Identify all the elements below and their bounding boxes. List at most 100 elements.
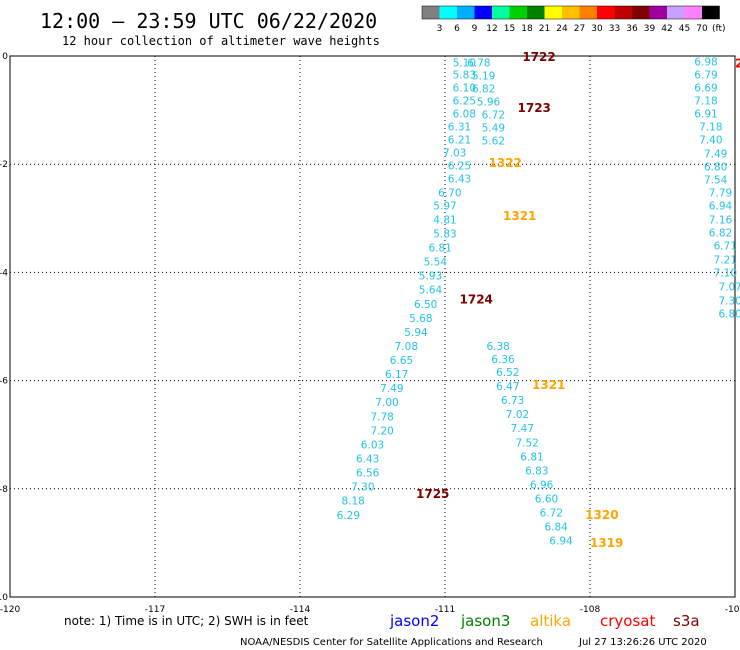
- legend-swatch: [562, 6, 580, 19]
- swh-value-label: 5.54: [424, 257, 448, 269]
- swh-value-label: 8.18: [341, 496, 364, 508]
- swh-value-label: 7.78: [370, 411, 393, 423]
- swh-value-label: 7.18: [699, 121, 722, 133]
- swh-value-label: 6.73: [501, 395, 524, 407]
- legend-value: 3: [437, 24, 443, 34]
- data-points: 5.105.836.106.256.086.316.217.036.256.43…: [337, 56, 740, 547]
- swh-value-label: 6.43: [448, 173, 471, 185]
- swh-value-label: 7.08: [395, 341, 418, 353]
- x-tick-label: -111: [435, 605, 455, 615]
- swh-value-label: 6.71: [714, 240, 737, 252]
- swh-value-label: 6.96: [530, 479, 554, 491]
- time-annotation: 20: [735, 57, 740, 71]
- satellite-label-altika: altika: [530, 612, 571, 630]
- swh-value-label: 5.93: [419, 271, 442, 283]
- swh-value-label: 7.07: [718, 281, 740, 293]
- legend-swatch: [527, 6, 545, 19]
- swh-value-label: 6.78: [467, 57, 490, 69]
- x-tick-label: -117: [145, 605, 165, 615]
- swh-value-label: 6.81: [428, 243, 451, 255]
- swh-value-label: 6.70: [438, 187, 461, 199]
- swh-value-label: 6.17: [385, 369, 408, 381]
- legend-value: 42: [661, 24, 672, 34]
- swh-value-label: 6.65: [390, 355, 413, 367]
- swh-value-label: 5.94: [404, 327, 428, 339]
- legend-value: 9: [472, 24, 478, 34]
- swh-value-label: 5.96: [477, 96, 501, 108]
- time-annotation: 1320: [585, 508, 618, 522]
- chart-subtitle: 12 hour collection of altimeter wave hei…: [62, 34, 380, 48]
- time-annotation: 1725: [416, 487, 449, 501]
- swh-value-label: 6.47: [496, 381, 519, 393]
- legend-value: 24: [556, 24, 568, 34]
- swh-value-label: 6.82: [709, 227, 732, 239]
- time-annotation: 1322: [489, 156, 522, 170]
- swh-value-label: 5.68: [409, 313, 432, 325]
- legend-swatch: [702, 6, 720, 19]
- legend-value: 27: [574, 24, 585, 34]
- swh-value-label: 6.72: [540, 508, 563, 520]
- legend-swatch: [632, 6, 650, 19]
- legend-swatch: [422, 6, 440, 19]
- swh-value-label: 7.16: [709, 214, 733, 226]
- swh-value-label: 7.21: [714, 254, 737, 266]
- legend-swatch: [614, 6, 632, 19]
- swh-value-label: 6.36: [491, 354, 515, 366]
- legend-value: 30: [591, 24, 603, 34]
- time-annotation: 1723: [518, 101, 551, 115]
- swh-value-label: 7.49: [704, 148, 727, 160]
- swh-value-label: 6.60: [535, 494, 558, 506]
- time-annotation: 1724: [460, 292, 493, 306]
- swh-value-label: 6.83: [525, 465, 548, 477]
- legend-value: 18: [521, 24, 533, 34]
- swh-value-label: 6.91: [694, 108, 717, 120]
- swh-value-label: 6.98: [694, 56, 717, 68]
- legend-value: 6: [454, 24, 460, 34]
- swh-value-label: 5.19: [472, 70, 495, 82]
- swh-value-label: 7.18: [694, 95, 717, 107]
- annotations: 1722 1723 1322 1321 1724 1321 1725 1320 1319 20: [416, 50, 740, 550]
- y-tick-label: -8: [0, 485, 8, 495]
- satellite-label-jason2: jason2: [389, 612, 439, 630]
- legend-swatch: [684, 6, 702, 19]
- swh-value-label: 5.83: [453, 69, 476, 81]
- legend-swatch: [649, 6, 667, 19]
- legend-value: 70: [696, 24, 708, 34]
- swh-value-label: 7.03: [443, 147, 466, 159]
- legend-value: 33: [609, 24, 620, 34]
- swh-value-label: 6.10: [453, 82, 476, 94]
- legend-value: 21: [539, 24, 550, 34]
- swh-value-label: 6.56: [356, 468, 380, 480]
- swh-value-label: 6.82: [472, 83, 495, 95]
- color-legend: 3 6 9 12 15 18 21 24 27 30 33 36 39 42 45 70 (ft): [421, 5, 726, 34]
- swh-value-label: 7.40: [699, 134, 722, 146]
- y-tick-label: 0: [2, 52, 8, 62]
- chart-title: 12:00 – 23:59 UTC 06/22/2020: [40, 9, 377, 33]
- satellite-legend: jason2 jason3 altika cryosat s3a: [389, 612, 700, 630]
- swh-value-label: 6.84: [544, 522, 568, 534]
- legend-swatch: [457, 6, 475, 19]
- swh-value-label: 7.79: [709, 187, 732, 199]
- legend-swatch: [439, 6, 457, 19]
- satellite-label-s3a: s3a: [673, 612, 700, 630]
- y-tick-label: -6: [0, 377, 8, 387]
- grid: [10, 56, 735, 597]
- swh-value-label: 6.08: [453, 108, 476, 120]
- legend-swatch: [544, 6, 562, 19]
- swh-value-label: 5.97: [433, 200, 456, 212]
- swh-value-label: 7.30: [718, 296, 740, 308]
- swh-value-label: 6.25: [453, 95, 476, 107]
- plot-frame: [9, 55, 736, 598]
- swh-value-label: 6.29: [337, 510, 360, 522]
- swh-value-label: 7.54: [704, 174, 728, 186]
- swh-value-label: 7.02: [506, 409, 529, 421]
- swh-value-label: 5.64: [419, 285, 443, 297]
- legend-swatch: [509, 6, 527, 19]
- satellite-label-cryosat: cryosat: [600, 612, 655, 630]
- swh-value-label: 6.72: [482, 109, 505, 121]
- legend-swatch: [579, 6, 597, 19]
- y-tick-label: -10: [0, 593, 8, 603]
- swh-value-label: 7.47: [511, 423, 534, 435]
- swh-value-label: 6.80: [704, 161, 727, 173]
